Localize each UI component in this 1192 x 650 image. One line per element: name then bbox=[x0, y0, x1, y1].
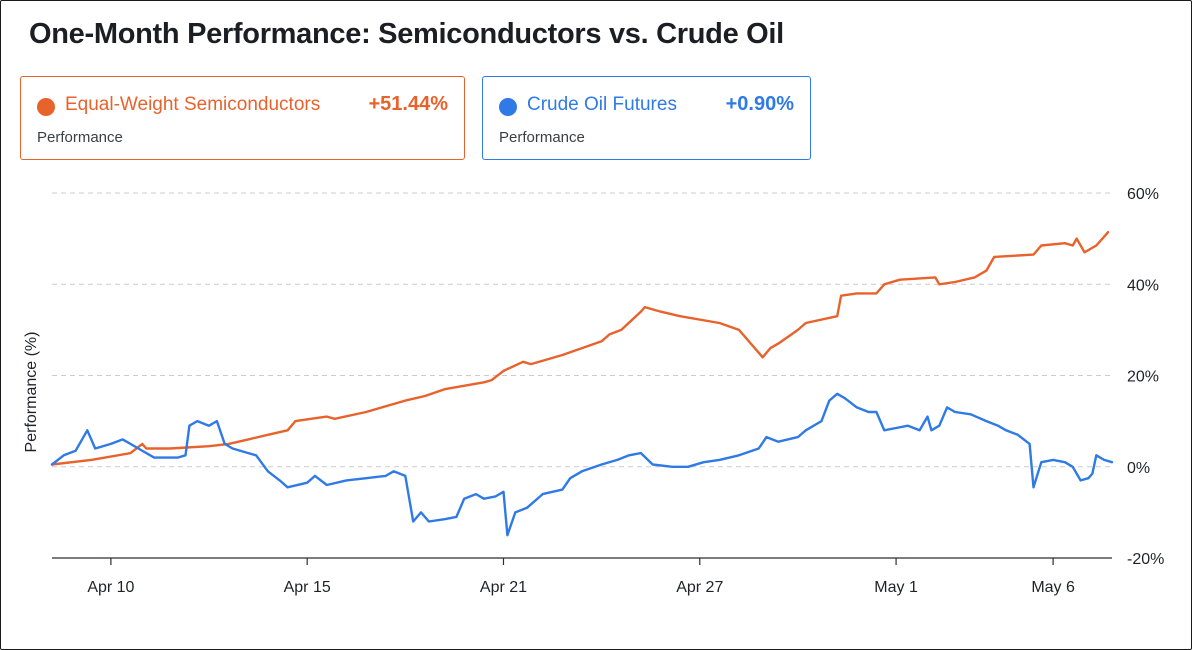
x-tick-label: Apr 27 bbox=[676, 579, 723, 596]
y-tick-label: 20% bbox=[1127, 369, 1159, 386]
gridlines bbox=[52, 192, 1112, 468]
x-tick-label: May 1 bbox=[874, 579, 918, 596]
legend-card-crude-oil[interactable]: Crude Oil Futures +0.90% Performance bbox=[482, 76, 811, 160]
x-tick-label: Apr 15 bbox=[284, 579, 331, 596]
crude-oil-subtitle: Performance bbox=[499, 129, 585, 146]
x-tick-label: Apr 21 bbox=[480, 579, 527, 596]
semiconductors-line bbox=[50, 231, 1110, 466]
axis-labels: 60% 40% 20% 0% -20% Apr 10 Apr 15 Apr 21 Apr 27 M… bbox=[87, 186, 1164, 596]
y-tick-label: 0% bbox=[1127, 460, 1150, 477]
y-tick-label: 40% bbox=[1127, 277, 1159, 294]
semiconductors-subtitle: Performance bbox=[37, 129, 123, 146]
legend-card-semiconductors[interactable]: Equal-Weight Semiconductors +51.44% Perf… bbox=[20, 76, 465, 160]
axes bbox=[52, 557, 1112, 565]
y-axis-label: Performance (%) bbox=[23, 332, 40, 453]
page-title: One-Month Performance: Semiconductors vs… bbox=[29, 18, 784, 50]
crude-oil-line bbox=[50, 392, 1114, 537]
x-tick-label: Apr 10 bbox=[87, 579, 134, 596]
semiconductors-name: Equal-Weight Semiconductors bbox=[65, 94, 321, 115]
x-tick-label: May 6 bbox=[1031, 579, 1075, 596]
crude-oil-dot-icon bbox=[499, 98, 517, 116]
semiconductors-dot-icon bbox=[37, 98, 55, 116]
crude-oil-value: +0.90% bbox=[725, 93, 794, 115]
semiconductors-value: +51.44% bbox=[368, 93, 448, 115]
crude-oil-name: Crude Oil Futures bbox=[527, 94, 677, 115]
y-tick-label: 60% bbox=[1127, 186, 1159, 203]
y-tick-label: -20% bbox=[1127, 551, 1164, 568]
series-lines bbox=[50, 231, 1114, 537]
